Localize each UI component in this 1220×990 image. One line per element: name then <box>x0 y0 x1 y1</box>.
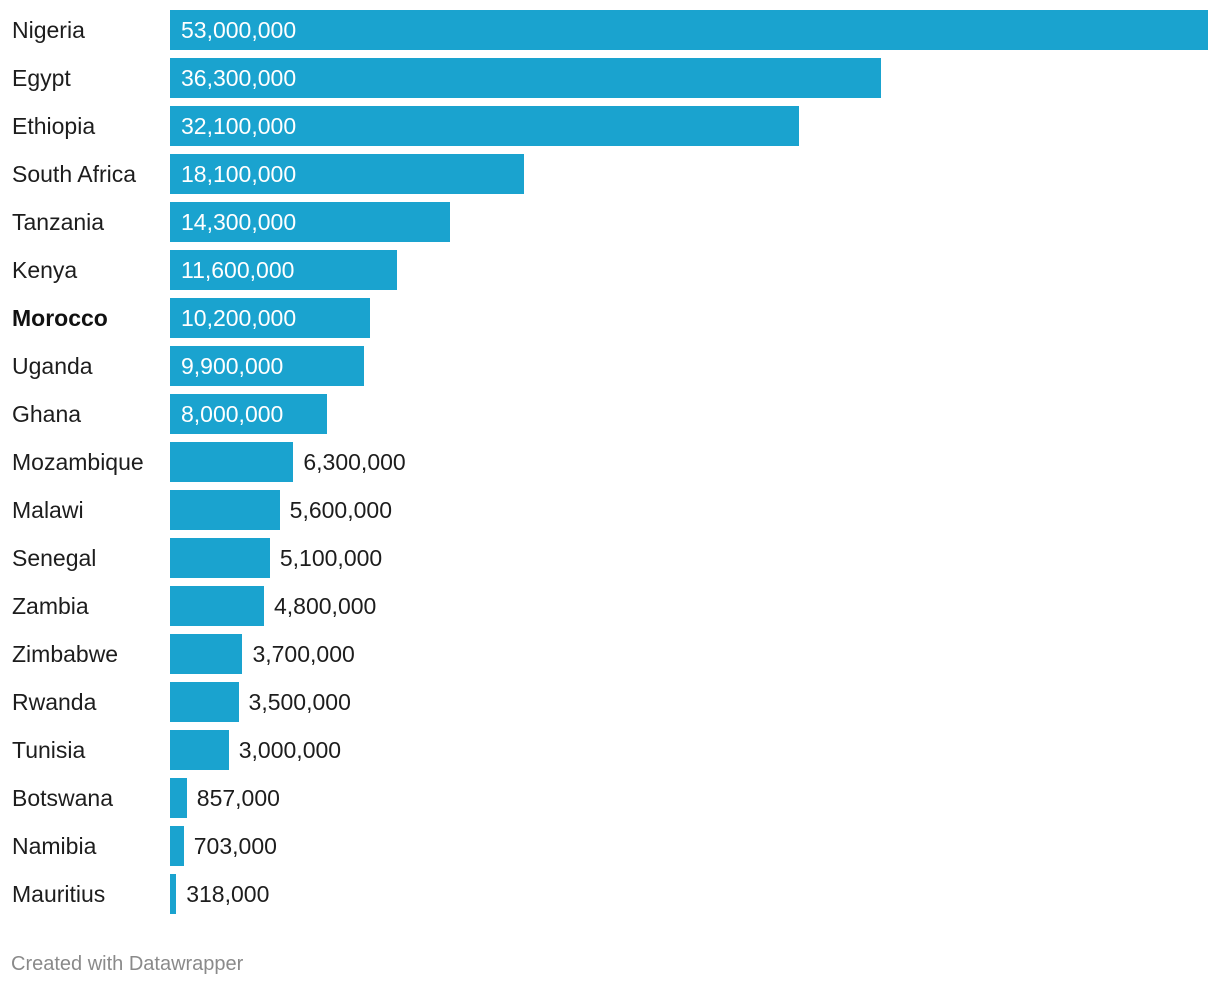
value-label: 36,300,000 <box>181 65 297 91</box>
category-label: Tunisia <box>12 737 86 763</box>
bar-row: Zambia 4,800,000 <box>0 586 1220 626</box>
category-label: Egypt <box>12 65 71 91</box>
category-label: Rwanda <box>12 689 97 715</box>
bar <box>170 634 243 674</box>
value-label: 3,500,000 <box>248 689 351 715</box>
value-label: 318,000 <box>186 881 270 907</box>
category-label: Zimbabwe <box>12 641 119 667</box>
bar <box>170 490 280 530</box>
bar-row: South Africa 18,100,000 <box>0 154 1220 194</box>
value-label: 8,000,000 <box>181 401 284 427</box>
category-label: Mozambique <box>12 449 144 475</box>
bar-row: Botswana 857,000 <box>0 778 1220 818</box>
category-label: Morocco <box>12 305 108 331</box>
bar <box>170 58 881 98</box>
footer-credit[interactable]: Created with Datawrapper <box>11 953 244 975</box>
category-label: Tanzania <box>12 209 105 235</box>
bar <box>170 778 187 818</box>
bar <box>170 394 327 434</box>
category-label: Kenya <box>12 257 78 283</box>
value-label: 703,000 <box>193 833 277 859</box>
bar-row: Tunisia 3,000,000 <box>0 730 1220 770</box>
value-label: 14,300,000 <box>181 209 297 235</box>
value-label: 3,700,000 <box>252 641 355 667</box>
category-label: Ethiopia <box>12 113 96 139</box>
bar-row: Zimbabwe 3,700,000 <box>0 634 1220 674</box>
category-label: Malawi <box>12 497 84 523</box>
value-label: 10,200,000 <box>181 305 297 331</box>
category-label: Uganda <box>12 353 93 379</box>
bar-row: Mauritius 318,000 <box>0 874 1220 914</box>
value-label: 3,000,000 <box>238 737 342 763</box>
category-label: Senegal <box>12 545 97 571</box>
bar <box>170 298 370 338</box>
bar <box>170 154 525 194</box>
bar-row: Senegal 5,100,000 <box>0 538 1220 578</box>
bar <box>170 730 229 770</box>
bar-row: Tanzania 14,300,000 <box>0 202 1220 242</box>
value-label: 53,000,000 <box>181 17 297 43</box>
bar-row: Namibia 703,000 <box>0 826 1220 866</box>
bar <box>170 538 270 578</box>
bar-row: Ethiopia 32,100,000 <box>0 106 1220 146</box>
category-label: Namibia <box>12 833 97 859</box>
bar <box>170 874 177 914</box>
bar <box>170 586 264 626</box>
bar <box>170 346 364 386</box>
bar <box>170 442 294 482</box>
value-label: 857,000 <box>196 785 280 811</box>
bar-row: Malawi 5,600,000 <box>0 490 1220 530</box>
value-label: 6,300,000 <box>303 449 406 475</box>
category-label: Ghana <box>12 401 82 427</box>
value-label: 5,600,000 <box>289 497 392 523</box>
bar-row: Egypt 36,300,000 <box>0 58 1220 98</box>
bar-row: Nigeria 53,000,000 <box>0 10 1220 50</box>
category-label: South Africa <box>12 161 137 187</box>
bar-row: Rwanda 3,500,000 <box>0 682 1220 722</box>
bar <box>170 106 799 146</box>
bar <box>170 826 184 866</box>
category-label: Nigeria <box>12 17 85 43</box>
value-label: 18,100,000 <box>181 161 297 187</box>
value-label: 4,800,000 <box>274 593 377 619</box>
value-label: 32,100,000 <box>181 113 297 139</box>
bar-row: Ghana 8,000,000 <box>0 394 1220 434</box>
bar-row: Mozambique 6,300,000 <box>0 442 1220 482</box>
bar-chart: Nigeria 53,000,000 Egypt 36,300,000 Ethiopia… <box>0 10 1220 914</box>
bar-row: Kenya 11,600,000 <box>0 250 1220 290</box>
category-label: Mauritius <box>12 881 106 907</box>
value-label: 5,100,000 <box>279 545 383 571</box>
value-label: 11,600,000 <box>181 257 295 283</box>
bar-row: Uganda 9,900,000 <box>0 346 1220 386</box>
bar <box>170 682 239 722</box>
bar <box>170 202 451 242</box>
category-label: Zambia <box>12 593 89 619</box>
value-label: 9,900,000 <box>181 353 284 379</box>
bar <box>170 250 398 290</box>
bar <box>170 10 1208 50</box>
bar-row: Morocco 10,200,000 <box>0 298 1220 338</box>
category-label: Botswana <box>12 785 114 811</box>
